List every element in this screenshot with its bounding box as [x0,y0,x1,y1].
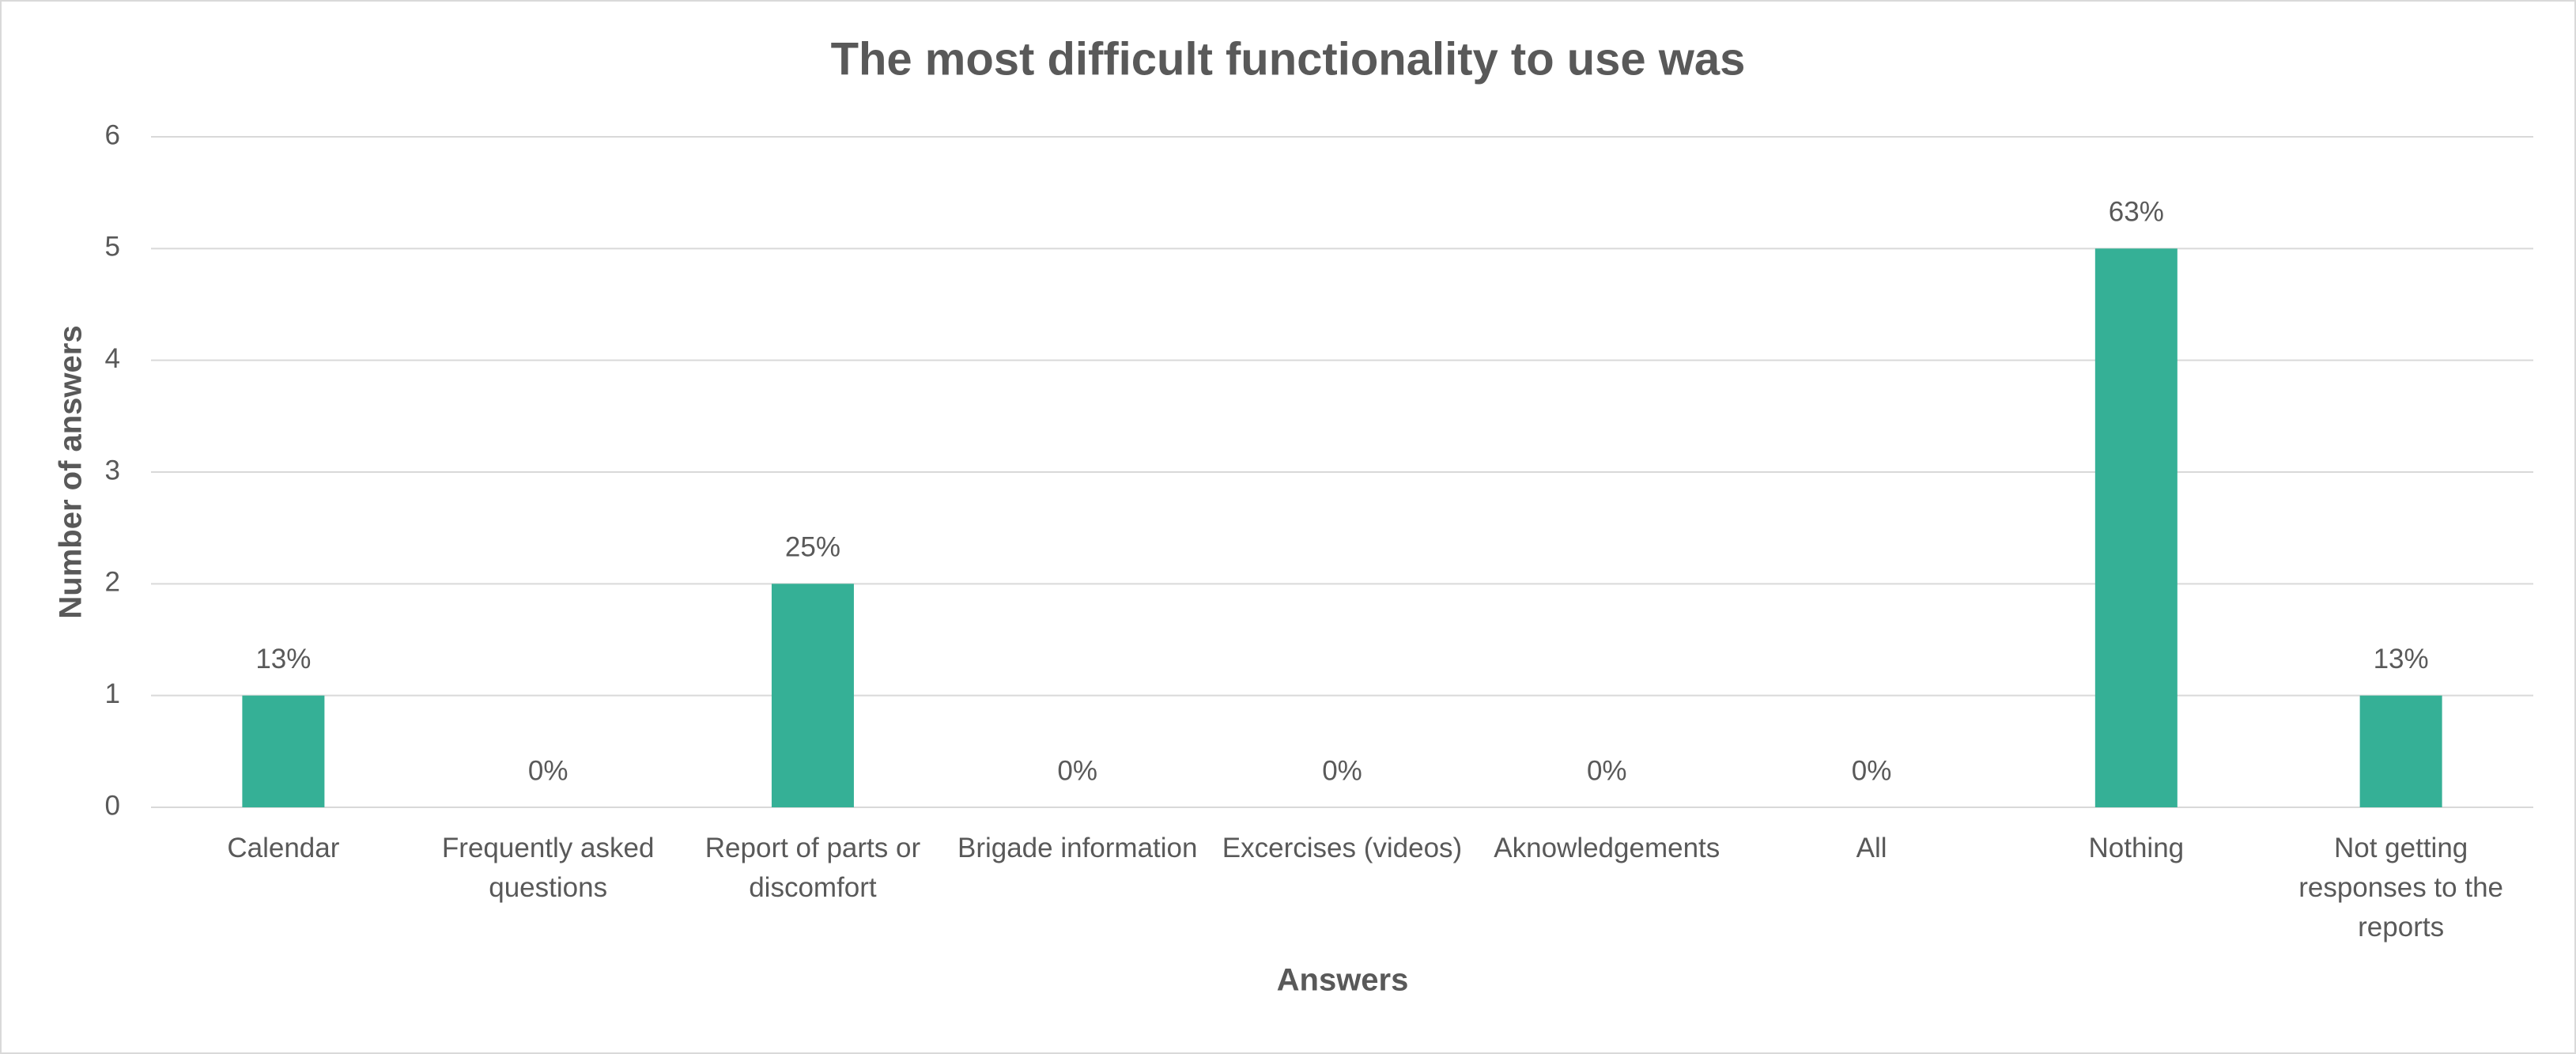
data-label: 0% [1057,755,1097,786]
bar [242,695,325,807]
data-label: 13% [2374,644,2429,674]
x-tick-label: Aknowledgements [1494,833,1720,863]
x-tick-label: Not getting responses to the reports [2298,833,2503,943]
y-axis-title: Number of answers [54,325,89,618]
x-tick-label: Excercises (videos) [1222,833,1462,863]
bar [2359,695,2442,807]
x-axis-title: Answers [1277,963,1409,998]
data-label: 25% [785,532,840,563]
x-tick-label: All [1856,833,1887,863]
data-label: 0% [528,755,568,786]
x-tick-label: Calendar [227,833,339,863]
data-label: 0% [1852,755,1892,786]
data-label: 13% [255,644,311,674]
chart-title: The most difficult functionality to use … [831,33,1746,85]
data-label: 63% [2109,197,2164,228]
bar [771,584,854,807]
x-tick-label: Frequently asked questions [442,833,654,903]
y-tick-label: 5 [105,232,120,263]
y-tick-label: 3 [105,455,120,485]
x-tick-label: Report of parts or discomfort [705,833,921,903]
bar [2094,248,2178,807]
y-tick-label: 4 [105,343,120,374]
x-tick-label: Nothing [2089,833,2185,863]
data-label: 0% [1322,755,1362,786]
y-tick-label: 0 [105,790,120,821]
data-label: 0% [1587,755,1627,786]
y-tick-label: 2 [105,567,120,598]
x-tick-label: Brigade information [958,833,1198,863]
y-tick-label: 6 [105,119,120,150]
y-tick-label: 1 [105,678,120,709]
